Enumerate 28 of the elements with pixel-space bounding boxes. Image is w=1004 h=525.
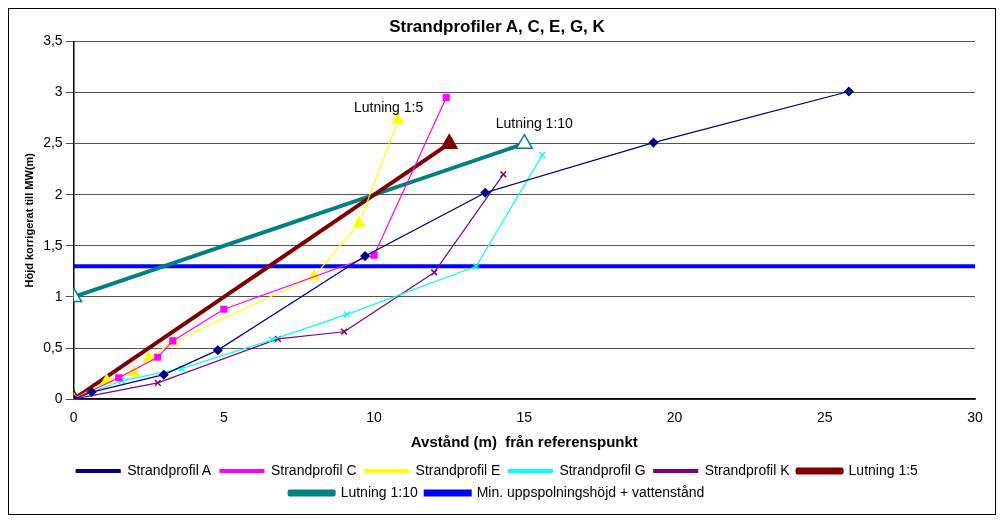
legend-label: Strandprofil C xyxy=(270,461,357,478)
annotation: Lutning 1:5 xyxy=(353,99,424,116)
x-tick-label: 0 xyxy=(69,409,78,426)
y-tick-label: 3,5 xyxy=(43,32,63,49)
x-tick-label: 5 xyxy=(219,409,228,426)
legend-label: Strandprofil E xyxy=(415,461,501,478)
y-tick-label: 2 xyxy=(54,185,63,202)
x-tick-label: 10 xyxy=(366,409,383,426)
legend-label: Lutning 1:5 xyxy=(848,461,919,478)
y-axis-title: Höjd korrigerat till MW(m) xyxy=(22,152,35,288)
y-tick-label: 0 xyxy=(54,390,63,407)
legend-label: Strandprofil A xyxy=(127,461,212,478)
chart-title: Strandprofiler A, C, E, G, K xyxy=(389,16,606,36)
x-tick-label: 30 xyxy=(967,409,983,426)
y-tick-label: 1,5 xyxy=(43,236,63,253)
legend-label: Min. uppspolningshöjd + vattenstånd xyxy=(476,483,705,500)
y-tick-label: 1 xyxy=(54,287,63,304)
x-tick-label: 25 xyxy=(816,409,833,426)
x-axis-title: Avstånd (m) från referenspunkt xyxy=(410,433,638,451)
legend-label: Strandprofil G xyxy=(559,461,646,478)
x-tick-label: 20 xyxy=(666,409,683,426)
y-tick-label: 3 xyxy=(54,83,63,100)
legend-label: Strandprofil K xyxy=(704,461,791,478)
y-tick-label: 2,5 xyxy=(43,134,63,151)
x-tick-label: 15 xyxy=(516,409,533,426)
y-tick-label: 0,5 xyxy=(43,338,63,355)
legend-label: Lutning 1:10 xyxy=(340,483,418,500)
annotation: Lutning 1:10 xyxy=(495,115,574,132)
